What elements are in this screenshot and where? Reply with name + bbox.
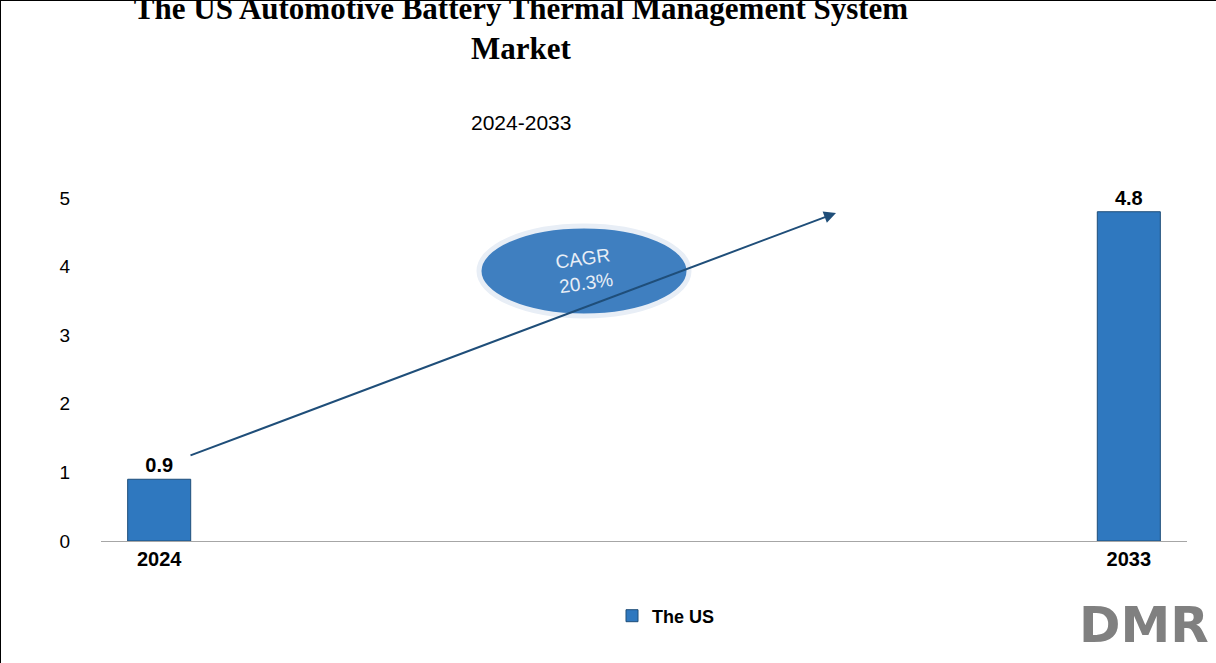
svg-text:4: 4	[59, 256, 70, 277]
svg-text:0.9: 0.9	[145, 454, 173, 476]
svg-text:2: 2	[59, 393, 70, 414]
svg-text:The US Automotive Battery Ther: The US Automotive Battery Thermal Manage…	[134, 1, 909, 66]
svg-text:DMR: DMR	[1079, 596, 1209, 654]
svg-text:CAGR20.3%: CAGR20.3%	[554, 244, 615, 297]
svg-text:0: 0	[59, 531, 70, 552]
svg-text:4.8: 4.8	[1115, 187, 1143, 209]
svg-text:2024-2033: 2024-2033	[471, 111, 571, 134]
svg-text:5: 5	[59, 188, 70, 209]
svg-text:3: 3	[59, 325, 70, 346]
svg-text:2024: 2024	[137, 548, 182, 570]
svg-text:2033: 2033	[1107, 548, 1152, 570]
svg-text:1: 1	[59, 462, 70, 483]
svg-text:The US: The US	[652, 607, 714, 627]
